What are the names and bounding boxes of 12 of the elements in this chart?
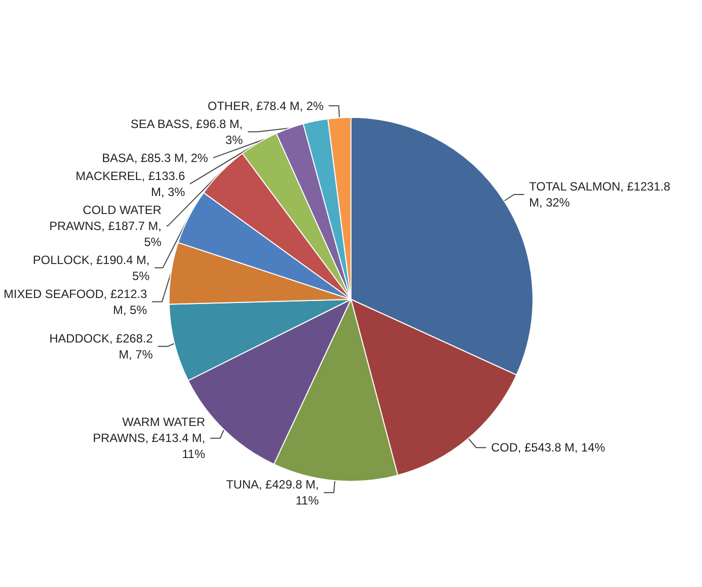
slice-label: COD, £543.8 M, 14% <box>491 440 606 455</box>
slice-label: COLD WATER PRAWNS, £187.7 M, 5% <box>49 202 162 249</box>
slice-label: HADDOCK, £268.2 M, 7% <box>49 331 154 362</box>
slice-label: MACKEREL, £133.6 M, 3% <box>76 168 186 199</box>
slice-label: TOTAL SALMON, £1231.8 M, 32% <box>529 179 671 210</box>
slice-label: TUNA, £429.8 M, 11% <box>226 478 320 508</box>
slice-label: WARM WATER PRAWNS, £413.4 M, 11% <box>92 415 206 462</box>
slice-label: POLLOCK, £190.4 M, 5% <box>32 252 150 283</box>
slice-label: SEA BASS, £96.8 M, 3% <box>130 116 244 147</box>
slice-label: BASA, £85.3 M, 2% <box>102 150 208 165</box>
slice-label: MIXED SEAFOOD, £212.3 M, 5% <box>4 286 148 317</box>
slice-label: OTHER, £78.4 M, 2% <box>208 98 324 113</box>
